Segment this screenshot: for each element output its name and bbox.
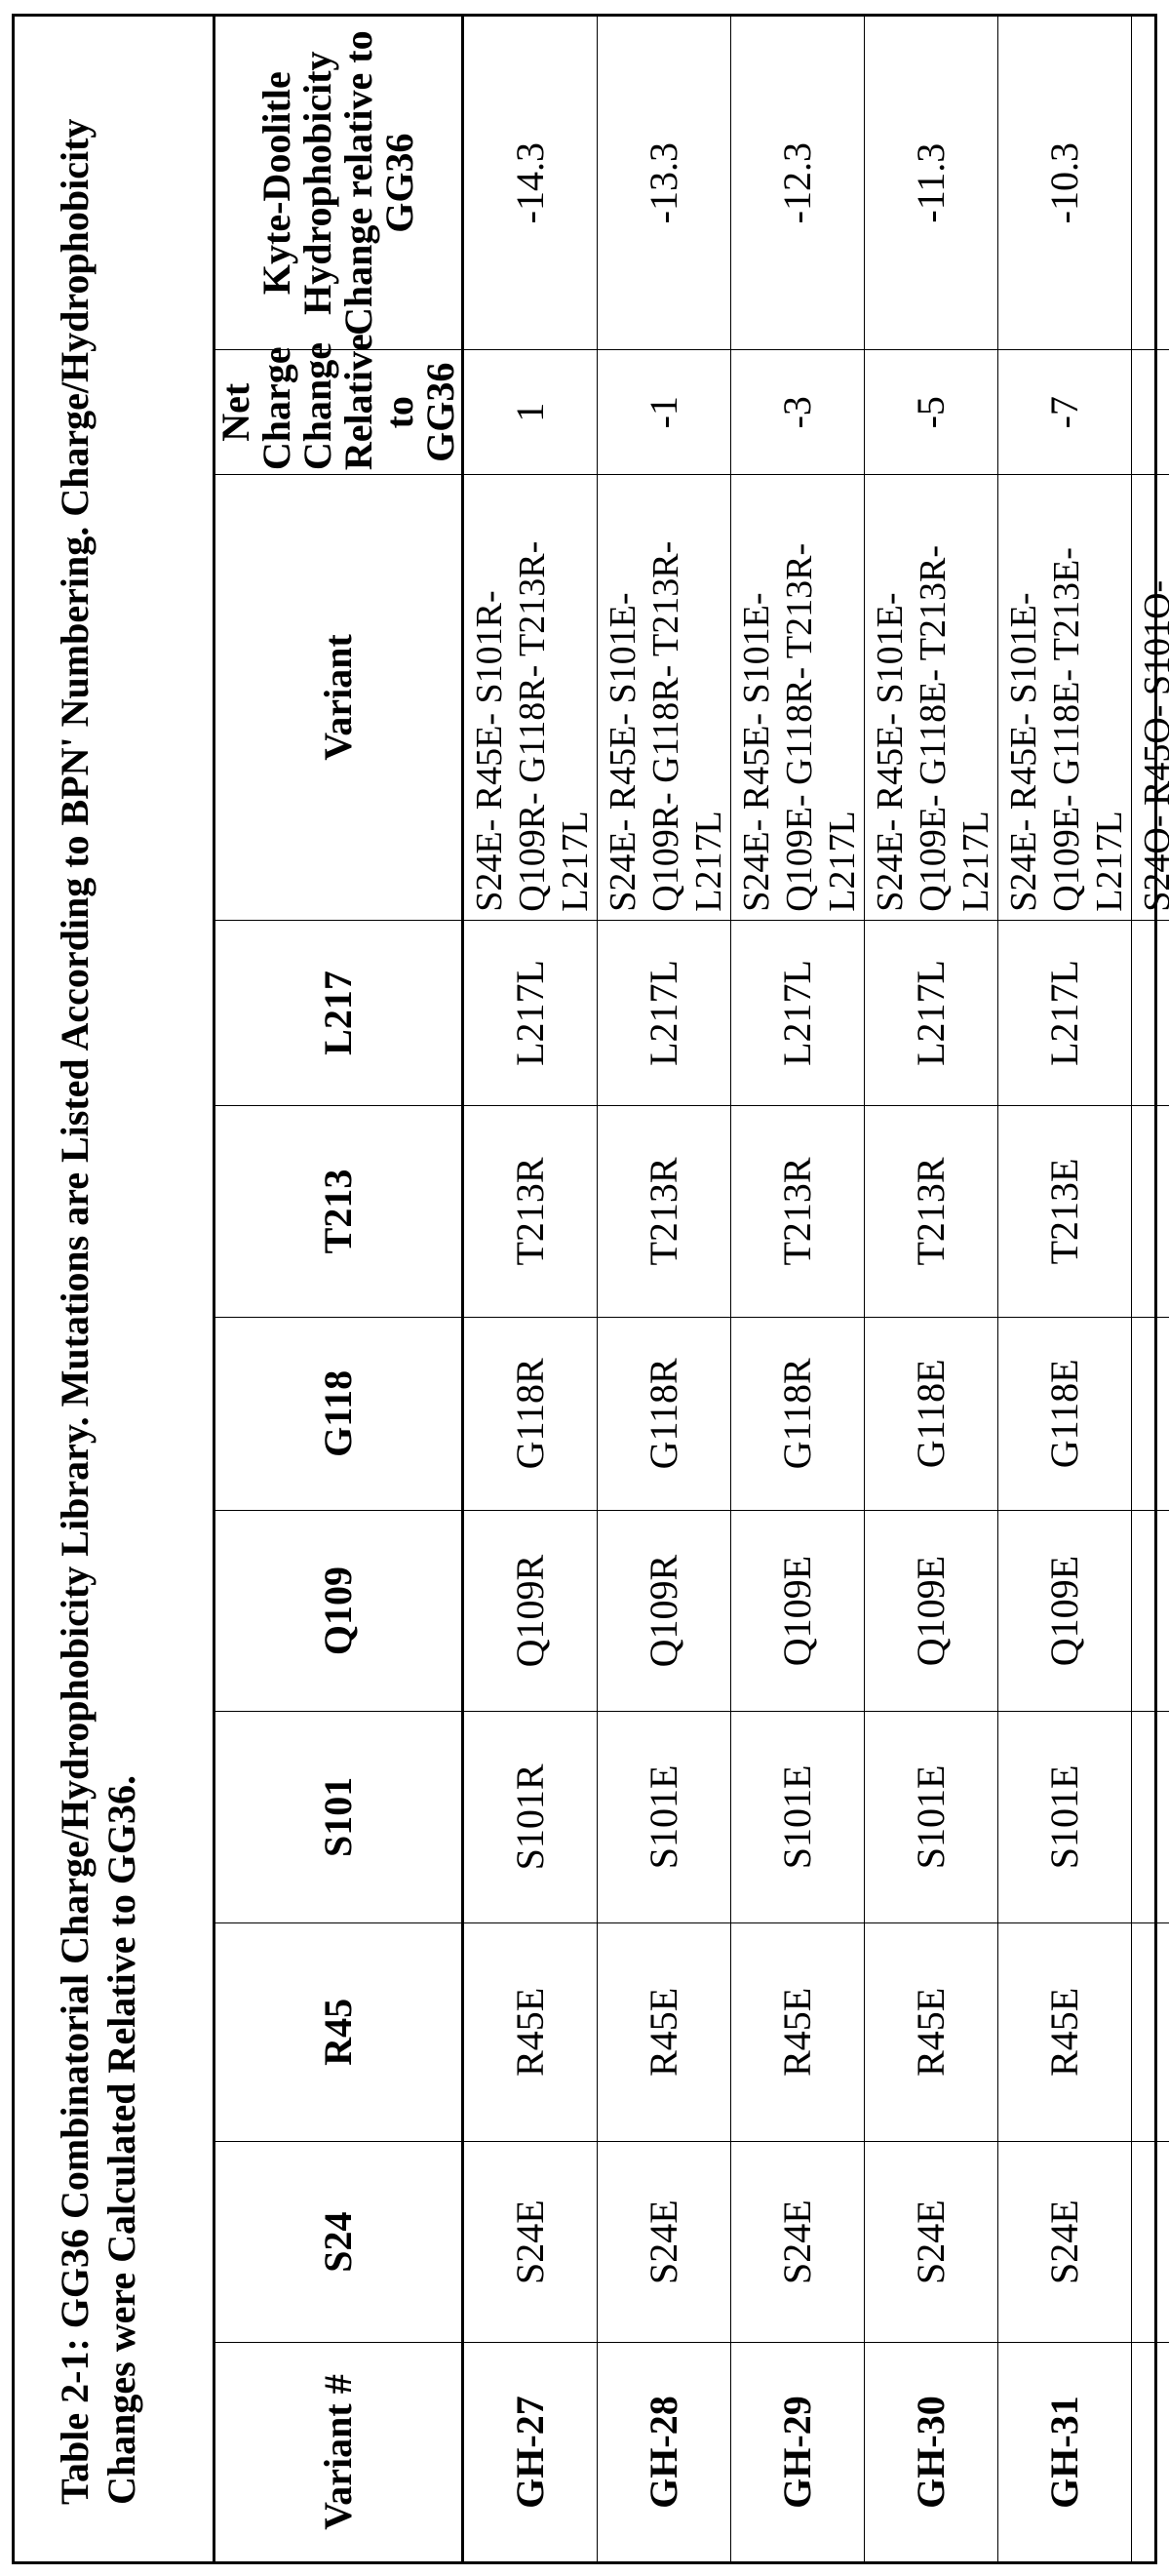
table-cell: R45E [463,1922,598,2141]
table-cell: G118E [998,1317,1132,1510]
table-cell: -11.3 [865,17,998,350]
table-body: GH-27S24ER45ES101RQ109RG118RT213RL217LS2… [463,17,1169,2561]
table-cell: G118E [865,1317,998,1510]
variant-combo-cell: S24E- R45E- S101R- Q109R- G118R- T213R- … [463,475,598,921]
table-cell: -10.3 [998,17,1132,350]
table-cell: R45E [865,1922,998,2141]
table-cell: S24Q [1132,2142,1169,2343]
table-cell: T213R [731,1106,865,1318]
table-cell: -17.6 [1132,17,1169,350]
table-cell: S101Q [1132,1712,1169,1923]
column-header: Variant # [215,2343,463,2561]
table-cell: T213R [598,1106,731,1318]
variant-id-cell: GH-30 [865,2343,998,2561]
mutation-table: Variant #S24R45S101Q109G118T213L217Varia… [215,17,1169,2561]
column-header: Kyte-Doolitle Hydrophobicity Change rela… [215,17,463,350]
table-frame: Table 2-1: GG36 Combinatorial Charge/Hyd… [12,14,1157,2564]
table-row: GH-32S24QR45QS101QQ109QG118QT213QL217QS2… [1132,17,1169,2561]
table-cell: R45E [598,1922,731,2141]
table-cell: Q109R [463,1511,598,1712]
table-cell: R45E [998,1922,1132,2141]
column-header: T213 [215,1106,463,1318]
table-cell: G118R [463,1317,598,1510]
table-row: GH-27S24ER45ES101RQ109RG118RT213RL217LS2… [463,17,598,2561]
variant-id-cell: GH-27 [463,2343,598,2561]
table-cell: -3 [731,350,865,475]
table-cell: T213R [865,1106,998,1318]
column-header: S101 [215,1712,463,1923]
column-header: R45 [215,1922,463,2141]
variant-combo-cell: S24E- R45E- S101E- Q109R- G118R- T213R- … [598,475,731,921]
variant-id-cell: GH-31 [998,2343,1132,2561]
variant-id-cell: GH-28 [598,2343,731,2561]
table-cell: Q109E [998,1511,1132,1712]
table-cell: Q109E [865,1511,998,1712]
rotated-page: Table 2-1: GG36 Combinatorial Charge/Hyd… [0,0,1169,2576]
table-row: GH-28S24ER45ES101EQ109RG118RT213RL217LS2… [598,17,731,2561]
table-cell: S101E [998,1712,1132,1923]
table-cell: L217L [463,920,598,1105]
column-header: G118 [215,1317,463,1510]
column-header: Variant [215,475,463,921]
table-cell: T213R [463,1106,598,1318]
table-cell: L217L [998,920,1132,1105]
variant-id-cell: GH-32 [1132,2343,1169,2561]
table-cell: S24E [463,2142,598,2343]
table-cell: -5 [865,350,998,475]
table-cell: S101R [463,1712,598,1923]
table-cell: -1 [1132,350,1169,475]
table-cell: -7 [998,350,1132,475]
table-cell: 1 [463,350,598,475]
table-cell: S101E [865,1712,998,1923]
table-cell: -13.3 [598,17,731,350]
table-cell: S101E [598,1712,731,1923]
column-header: Q109 [215,1511,463,1712]
table-cell: L217L [865,920,998,1105]
table-cell: Q109E [731,1511,865,1712]
table-row: GH-29S24ER45ES101EQ109EG118RT213RL217LS2… [731,17,865,2561]
table-cell: Q109Q [1132,1511,1169,1712]
table-cell: T213E [998,1106,1132,1318]
column-header: L217 [215,920,463,1105]
table-cell: T213Q [1132,1106,1169,1318]
column-header: S24 [215,2142,463,2343]
table-cell: S24E [998,2142,1132,2343]
table-cell: L217Q [1132,920,1169,1105]
table-cell: S24E [598,2142,731,2343]
table-cell: -14.3 [463,17,598,350]
variant-combo-cell: S24Q- R45Q- S101Q- Q109Q- G118Q- T213Q- … [1132,475,1169,921]
table-cell: G118Q [1132,1317,1169,1510]
table-cell: Q109R [598,1511,731,1712]
table-cell: S24E [731,2142,865,2343]
table-cell: L217L [731,920,865,1105]
table-caption: Table 2-1: GG36 Combinatorial Charge/Hyd… [15,17,215,2561]
variant-combo-cell: S24E- R45E- S101E- Q109E- G118R- T213R- … [731,475,865,921]
table-row: GH-31S24ER45ES101EQ109EG118ET213EL217LS2… [998,17,1132,2561]
table-cell: S101E [731,1712,865,1923]
table-cell: R45E [731,1922,865,2141]
table-cell: G118R [731,1317,865,1510]
table-cell: R45Q [1132,1922,1169,2141]
table-cell: L217L [598,920,731,1105]
table-cell: -12.3 [731,17,865,350]
header-row: Variant #S24R45S101Q109G118T213L217Varia… [215,17,463,2561]
table-cell: G118R [598,1317,731,1510]
table-row: GH-30S24ER45ES101EQ109EG118ET213RL217LS2… [865,17,998,2561]
table-cell: -1 [598,350,731,475]
column-header: Net Charge Change Relative to GG36 [215,350,463,475]
variant-combo-cell: S24E- R45E- S101E- Q109E- G118E- T213R- … [865,475,998,921]
variant-id-cell: GH-29 [731,2343,865,2561]
table-cell: S24E [865,2142,998,2343]
variant-combo-cell: S24E- R45E- S101E- Q109E- G118E- T213E- … [998,475,1132,921]
